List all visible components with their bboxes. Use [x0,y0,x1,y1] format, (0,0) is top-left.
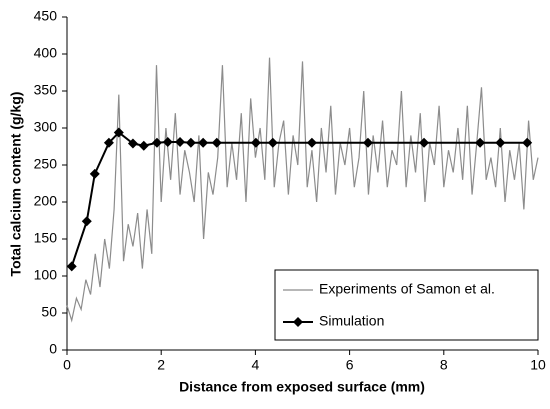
y-tick-label: 150 [34,230,58,246]
point-marker [522,137,533,148]
point-marker [495,137,506,148]
point-marker [89,168,100,179]
point-marker [175,137,186,148]
y-tick-label: 100 [34,267,58,283]
legend-box [274,269,539,341]
point-marker [419,137,430,148]
x-tick-label: 0 [63,357,71,373]
legend-label: Experiments of Samon et al. [319,281,495,297]
y-tick-label: 300 [34,119,58,135]
point-marker [151,137,162,148]
y-tick-label: 350 [34,82,58,98]
y-tick-label: 0 [49,341,57,357]
point-marker [138,140,149,151]
point-marker [267,137,278,148]
point-marker [306,137,317,148]
point-marker [211,137,222,148]
point-marker [103,137,114,148]
point-marker [81,216,92,227]
point-marker [198,137,209,148]
point-marker [362,137,373,148]
y-axis-label: Total calcium content (g/kg) [8,92,24,277]
y-tick-label: 50 [41,304,57,320]
point-marker [66,261,77,272]
y-tick-label: 450 [34,8,58,24]
point-marker [113,127,124,138]
y-tick-label: 200 [34,193,58,209]
series-line [66,57,539,323]
point-marker [475,137,486,148]
x-axis-label: Distance from exposed surface (mm) [179,379,425,395]
x-tick-label: 10 [530,357,546,373]
legend-label: Simulation [319,313,384,329]
point-marker [127,138,138,149]
x-tick-label: 4 [252,357,260,373]
point-marker [185,137,196,148]
x-tick-label: 2 [157,357,165,373]
x-tick-label: 8 [440,357,448,373]
point-marker [162,137,173,148]
legend-marker [293,317,303,327]
point-marker [250,137,261,148]
y-tick-label: 250 [34,156,58,172]
x-tick-label: 6 [346,357,354,373]
y-tick-label: 400 [34,45,58,61]
